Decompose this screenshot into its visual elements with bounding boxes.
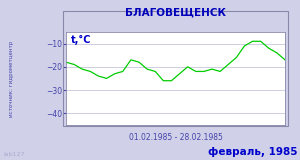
Text: источник: гидрометцентр: источник: гидрометцентр [10, 40, 14, 116]
Text: t,°C: t,°C [70, 35, 91, 45]
Text: 01.02.1985 - 28.02.1985: 01.02.1985 - 28.02.1985 [129, 133, 222, 142]
Text: февраль, 1985: февраль, 1985 [208, 147, 297, 157]
Text: БЛАГОВЕЩЕНСК: БЛАГОВЕЩЕНСК [125, 8, 226, 18]
Text: lab127: lab127 [3, 152, 25, 157]
